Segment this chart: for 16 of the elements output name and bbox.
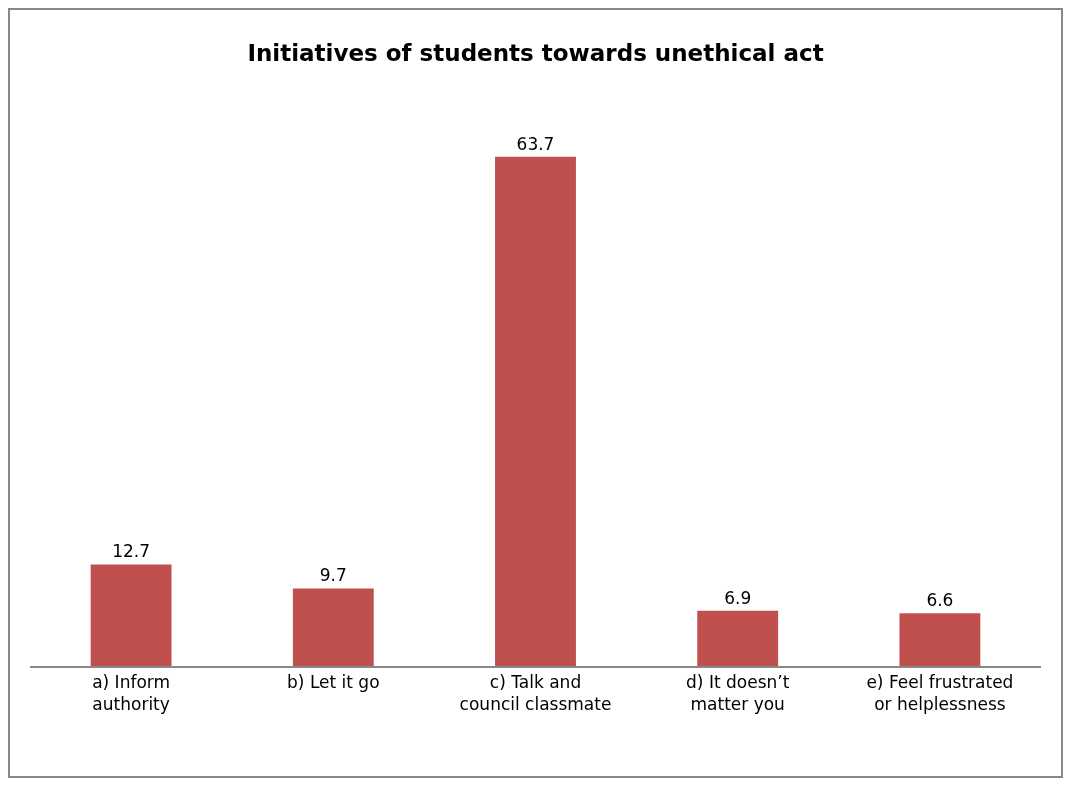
bar — [495, 156, 576, 666]
x-tick-label: d) It doesn’t matter you — [686, 672, 790, 715]
data-label: 9.7 — [319, 565, 347, 586]
data-label: 63.7 — [516, 133, 555, 154]
x-tick-label: c) Talk and council classmate — [459, 672, 612, 715]
data-label: 12.7 — [112, 541, 151, 562]
data-label: 6.9 — [724, 587, 752, 608]
x-tick-label: a) Inform authority — [92, 672, 171, 715]
data-label: 6.6 — [926, 590, 954, 611]
bar — [697, 610, 779, 666]
x-tick-label: b) Let it go — [287, 672, 380, 693]
bar — [899, 613, 981, 666]
bar — [90, 564, 172, 666]
chart-title: Initiatives of students towards unethical act — [247, 39, 824, 66]
x-tick-label: e) Feel frustrated or helplessness — [866, 672, 1014, 715]
bar — [292, 588, 374, 666]
